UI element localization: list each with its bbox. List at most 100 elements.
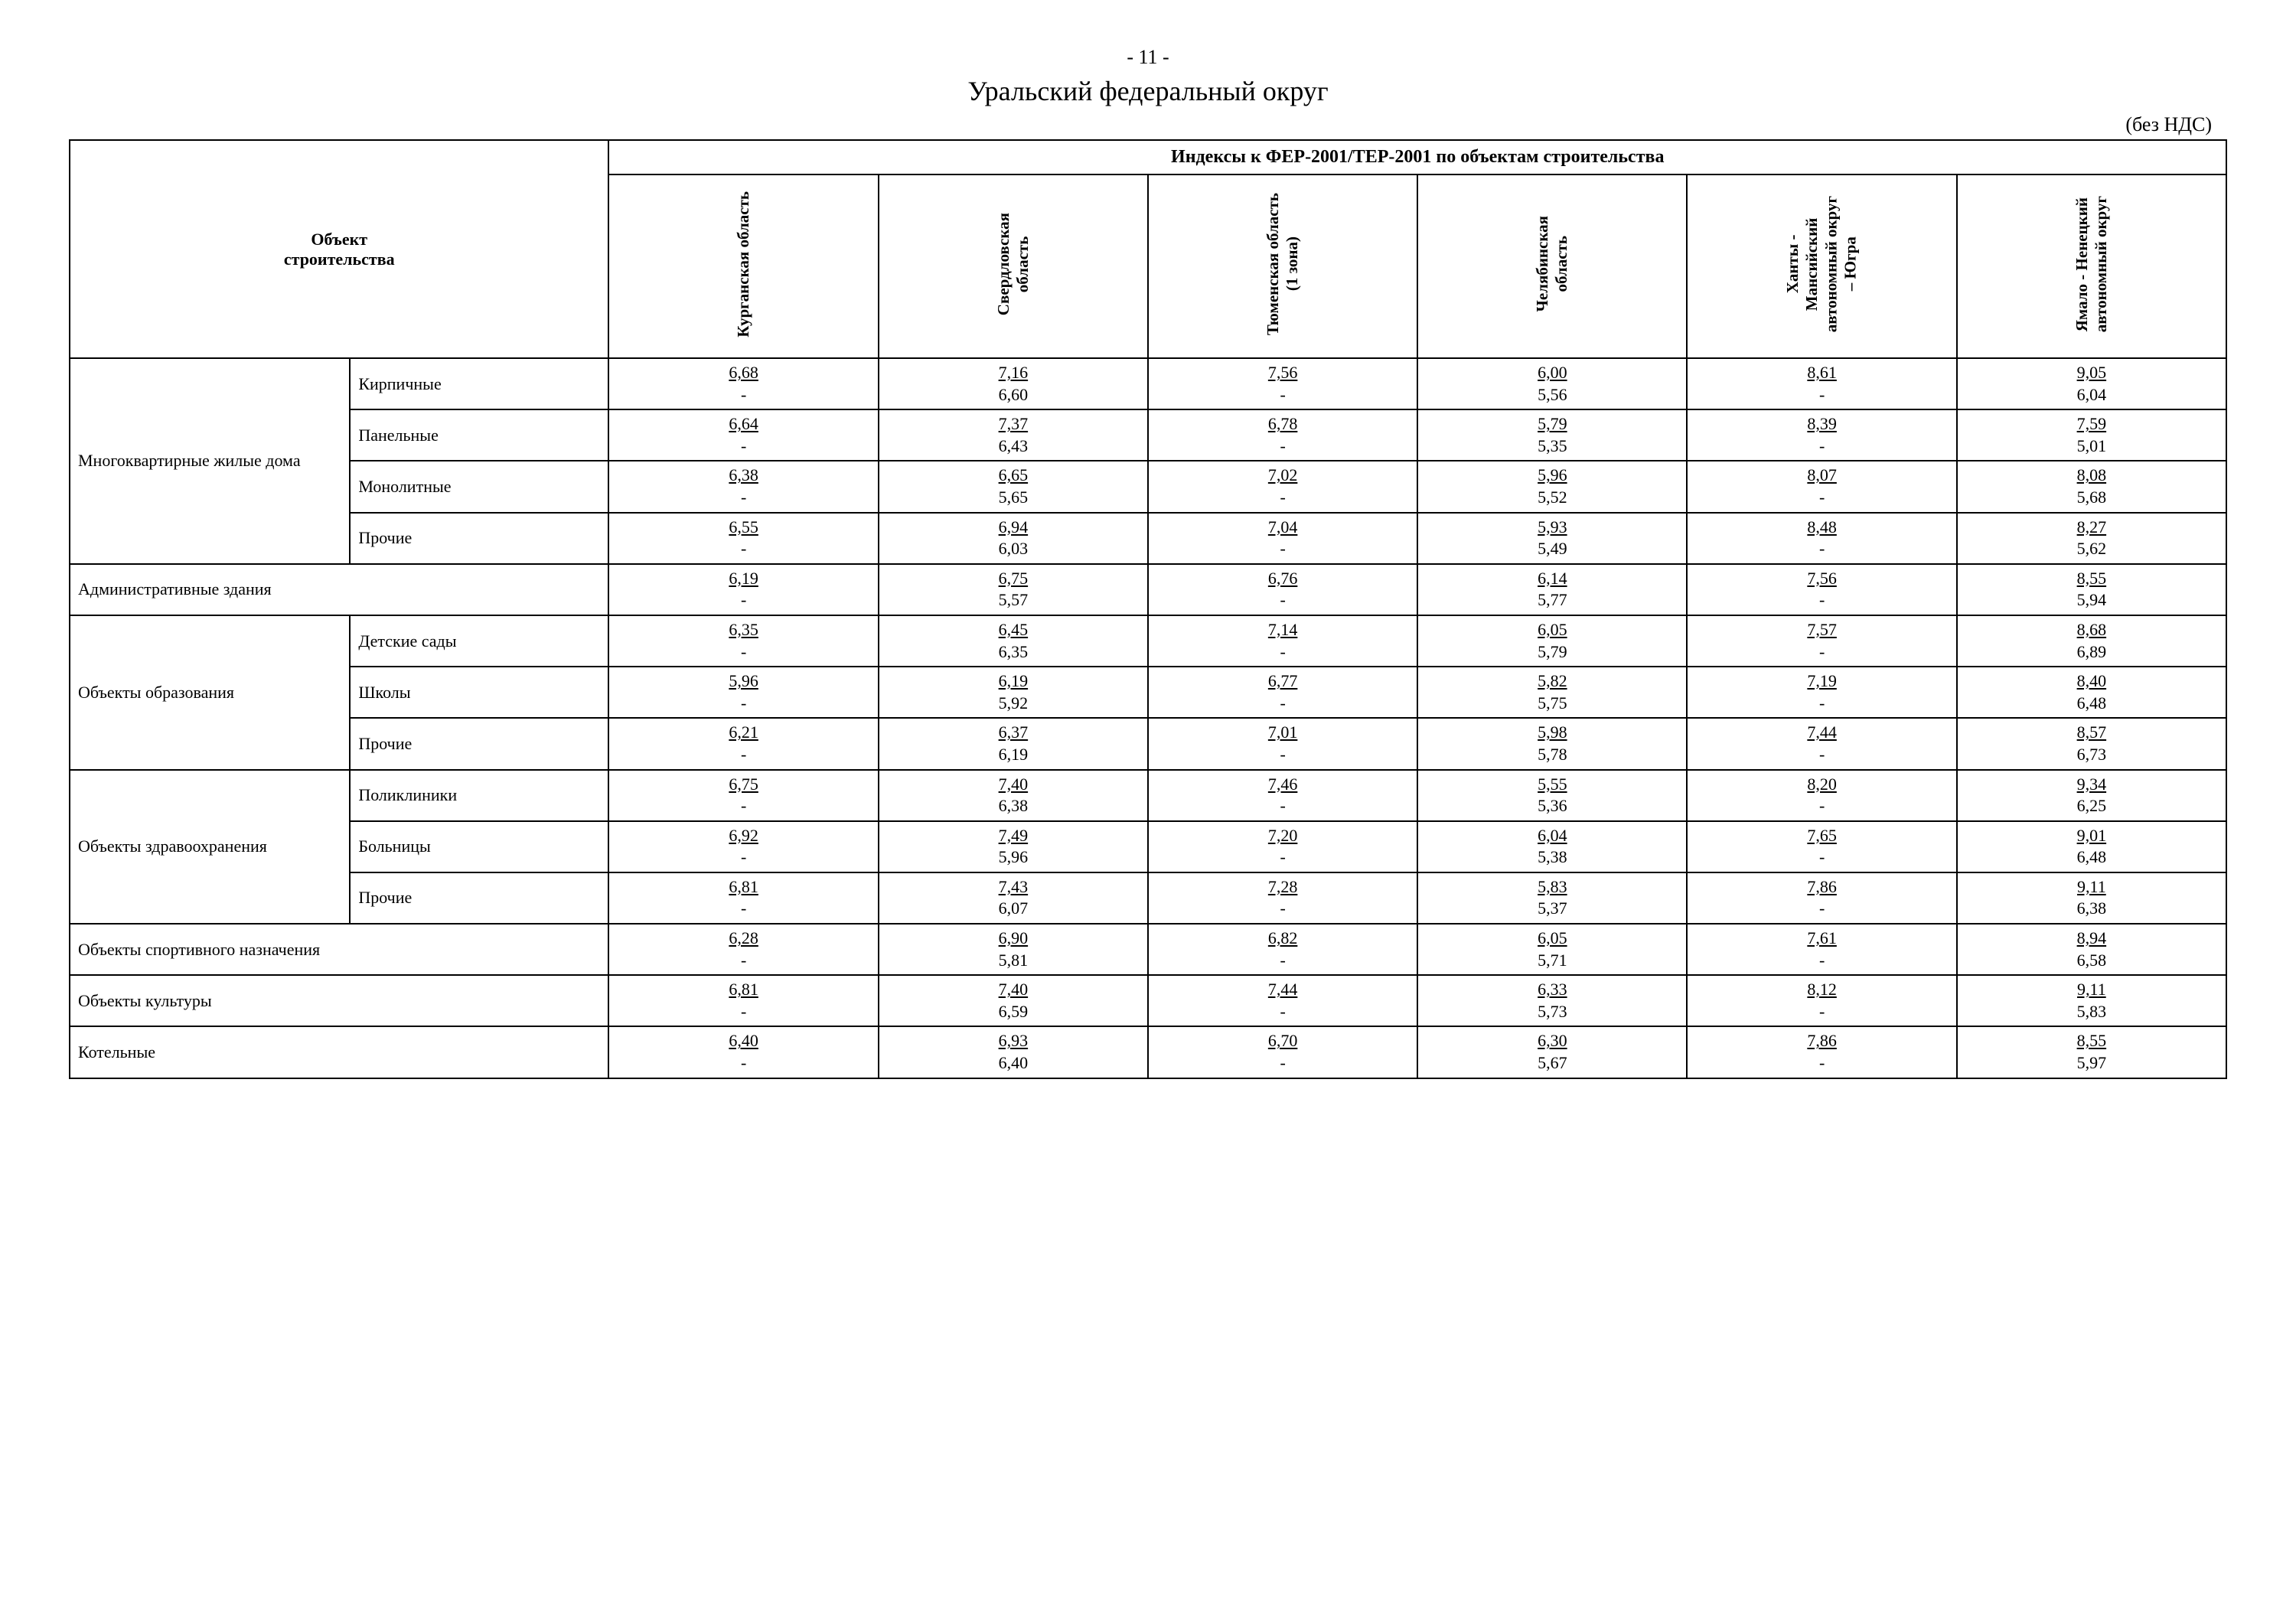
group-cell: Котельные <box>70 1026 608 1078</box>
data-cell: 7,495,96 <box>879 821 1148 872</box>
data-cell: 8,406,48 <box>1957 667 2226 718</box>
data-cell: 7,56- <box>1687 564 1956 615</box>
data-cell: 6,81- <box>608 975 878 1026</box>
data-cell: 7,86- <box>1687 872 1956 924</box>
data-cell: 6,755,57 <box>879 564 1148 615</box>
data-cell: 7,406,38 <box>879 770 1148 821</box>
data-cell: 6,195,92 <box>879 667 1148 718</box>
data-cell: 6,19- <box>608 564 878 615</box>
group-cell: Многоквартирные жилые дома <box>70 358 350 564</box>
data-cell: 6,456,35 <box>879 615 1148 667</box>
data-cell: 6,376,19 <box>879 718 1148 769</box>
col-header-2: Тюменская область (1 зона) <box>1148 174 1417 358</box>
data-cell: 7,44- <box>1148 975 1417 1026</box>
sub-cell: Прочие <box>350 718 608 769</box>
data-cell: 6,305,67 <box>1417 1026 1687 1078</box>
data-cell: 8,576,73 <box>1957 718 2226 769</box>
table-row: Панельные6,64-7,376,436,78-5,795,358,39-… <box>70 409 2226 461</box>
sub-cell: Панельные <box>350 409 608 461</box>
data-cell: 5,965,52 <box>1417 461 1687 512</box>
data-cell: 9,116,38 <box>1957 872 2226 924</box>
data-cell: 8,085,68 <box>1957 461 2226 512</box>
data-cell: 7,46- <box>1148 770 1417 821</box>
data-cell: 5,555,36 <box>1417 770 1687 821</box>
data-cell: 7,376,43 <box>879 409 1148 461</box>
data-cell: 6,335,73 <box>1417 975 1687 1026</box>
group-cell: Объекты образования <box>70 615 350 770</box>
data-cell: 6,28- <box>608 924 878 975</box>
data-cell: 6,055,79 <box>1417 615 1687 667</box>
data-cell: 6,77- <box>1148 667 1417 718</box>
table-row: Прочие6,55-6,946,037,04-5,935,498,48-8,2… <box>70 513 2226 564</box>
data-cell: 9,115,83 <box>1957 975 2226 1026</box>
data-cell: 7,86- <box>1687 1026 1956 1078</box>
data-cell: 6,75- <box>608 770 878 821</box>
data-cell: 6,655,65 <box>879 461 1148 512</box>
data-cell: 8,20- <box>1687 770 1956 821</box>
row-header-title: Объект строительства <box>70 140 608 358</box>
data-cell: 6,145,77 <box>1417 564 1687 615</box>
data-cell: 6,82- <box>1148 924 1417 975</box>
data-cell: 6,40- <box>608 1026 878 1078</box>
page-title: Уральский федеральный округ <box>69 75 2227 107</box>
data-cell: 6,005,56 <box>1417 358 1687 409</box>
data-cell: 8,686,89 <box>1957 615 2226 667</box>
data-cell: 8,555,97 <box>1957 1026 2226 1078</box>
data-cell: 9,016,48 <box>1957 821 2226 872</box>
data-cell: 8,39- <box>1687 409 1956 461</box>
data-cell: 5,835,37 <box>1417 872 1687 924</box>
data-cell: 8,61- <box>1687 358 1956 409</box>
data-cell: 6,35- <box>608 615 878 667</box>
table-row: Объекты образованияДетские сады6,35-6,45… <box>70 615 2226 667</box>
table-row: Котельные6,40-6,936,406,70-6,305,677,86-… <box>70 1026 2226 1078</box>
col-header-1: Свердловская область <box>879 174 1148 358</box>
group-cell: Объекты спортивного назначения <box>70 924 608 975</box>
data-cell: 7,406,59 <box>879 975 1148 1026</box>
col-header-0: Курганская область <box>608 174 878 358</box>
data-cell: 7,436,07 <box>879 872 1148 924</box>
data-cell: 9,346,25 <box>1957 770 2226 821</box>
group-cell: Административные здания <box>70 564 608 615</box>
data-cell: 5,985,78 <box>1417 718 1687 769</box>
sub-cell: Детские сады <box>350 615 608 667</box>
data-cell: 6,045,38 <box>1417 821 1687 872</box>
data-cell: 6,64- <box>608 409 878 461</box>
data-cell: 7,28- <box>1148 872 1417 924</box>
data-cell: 7,57- <box>1687 615 1956 667</box>
data-cell: 6,70- <box>1148 1026 1417 1078</box>
sub-cell: Монолитные <box>350 461 608 512</box>
data-cell: 6,905,81 <box>879 924 1148 975</box>
data-cell: 5,96- <box>608 667 878 718</box>
sub-cell: Прочие <box>350 872 608 924</box>
data-cell: 6,78- <box>1148 409 1417 461</box>
data-cell: 7,14- <box>1148 615 1417 667</box>
data-cell: 8,555,94 <box>1957 564 2226 615</box>
data-cell: 6,38- <box>608 461 878 512</box>
col-header-3: Челябинская область <box>1417 174 1687 358</box>
table-row: Прочие6,81-7,436,077,28-5,835,377,86-9,1… <box>70 872 2226 924</box>
table-row: Объекты здравоохраненияПоликлиники6,75-7… <box>70 770 2226 821</box>
data-cell: 5,795,35 <box>1417 409 1687 461</box>
data-cell: 5,935,49 <box>1417 513 1687 564</box>
table-row: Объекты спортивного назначения6,28-6,905… <box>70 924 2226 975</box>
table-row: Школы5,96-6,195,926,77-5,825,757,19-8,40… <box>70 667 2226 718</box>
data-cell: 8,275,62 <box>1957 513 2226 564</box>
data-cell: 7,19- <box>1687 667 1956 718</box>
sub-cell: Больницы <box>350 821 608 872</box>
col-header-4: Ханты - Мансийский автономный округ – Юг… <box>1687 174 1956 358</box>
data-cell: 7,04- <box>1148 513 1417 564</box>
data-cell: 7,56- <box>1148 358 1417 409</box>
index-table: Объект строительства Индексы к ФЕР-2001/… <box>69 139 2227 1079</box>
sub-cell: Кирпичные <box>350 358 608 409</box>
sub-cell: Прочие <box>350 513 608 564</box>
data-cell: 6,76- <box>1148 564 1417 615</box>
data-cell: 6,68- <box>608 358 878 409</box>
data-cell: 6,055,71 <box>1417 924 1687 975</box>
group-cell: Объекты культуры <box>70 975 608 1026</box>
data-cell: 6,946,03 <box>879 513 1148 564</box>
data-cell: 5,825,75 <box>1417 667 1687 718</box>
table-row: Больницы6,92-7,495,967,20-6,045,387,65-9… <box>70 821 2226 872</box>
data-cell: 8,07- <box>1687 461 1956 512</box>
data-cell: 8,12- <box>1687 975 1956 1026</box>
data-cell: 6,21- <box>608 718 878 769</box>
